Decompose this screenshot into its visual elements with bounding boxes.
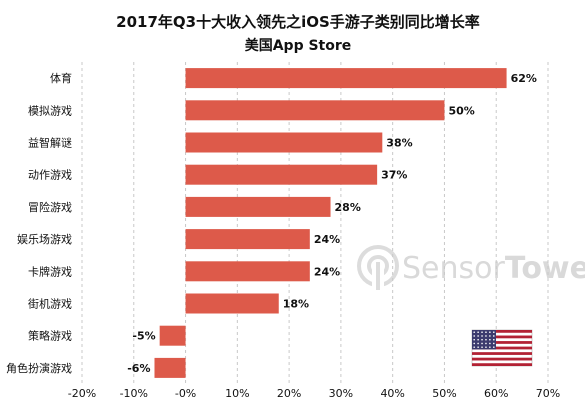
bar [185,293,279,314]
category-label: 角色扮演游戏 [6,361,72,375]
bar-value-label: 38% [386,137,412,150]
x-tick-label: -10% [120,387,148,400]
category-label: 体育 [50,71,72,85]
category-label: 益智解谜 [28,136,72,150]
bar-value-label: 18% [283,298,309,311]
category-label: 动作游戏 [28,169,72,182]
bar-value-label: 28% [335,201,361,214]
bar [185,132,383,153]
bar-value-label: 37% [381,169,407,182]
x-tick-label: 30% [329,387,353,400]
bar-value-label: 24% [314,265,340,278]
x-tick-label: 50% [432,387,456,400]
bar [159,325,186,346]
x-tick-label: 40% [380,387,404,400]
x-tick-label: -20% [68,387,96,400]
bars [154,68,507,378]
bar-value-label: -6% [127,362,150,375]
sensor-tower-logo-icon [357,245,399,290]
bar-value-label: 24% [314,233,340,246]
category-label: 策略游戏 [28,329,72,343]
x-axis-ticks: -20% -10% -0% 10% 20% 30% 40% 50% 60% 70% [68,387,560,400]
watermark-text-tower: Tower [505,251,585,286]
bar [185,68,507,89]
category-label: 街机游戏 [28,297,72,311]
bar [185,261,310,282]
us-flag-icon [471,329,533,367]
value-labels: 62% 50% 38% 37% 28% 24% 24% 18% -5% -6% [127,72,537,375]
category-label: 冒险游戏 [28,200,72,214]
bar [185,100,445,121]
x-tick-label: -0% [175,387,196,400]
svg-text:SensorTower: SensorTower [402,251,585,286]
bar-value-label: -5% [132,330,155,343]
watermark-text-sensor: Sensor [402,251,505,286]
x-tick-label: 20% [277,387,301,400]
bar-value-label: 50% [448,104,474,117]
chart-subtitle: 美国App Store [245,37,352,54]
bar [154,357,186,378]
category-label: 模拟游戏 [28,103,72,117]
bar [185,229,310,250]
x-tick-label: 10% [225,387,249,400]
x-tick-label: 70% [536,387,560,400]
sensor-tower-watermark: SensorTower [357,245,585,290]
bar [185,164,378,185]
chart-title: 2017年Q3十大收入领先之iOS手游子类别同比增长率 [116,13,480,31]
x-tick-label: 60% [484,387,508,400]
bar [185,196,331,217]
category-label: 卡牌游戏 [28,264,72,278]
category-label: 娱乐场游戏 [17,232,72,246]
bar-value-label: 62% [511,72,537,85]
category-labels: 体育模拟游戏益智解谜动作游戏冒险游戏娱乐场游戏卡牌游戏街机游戏策略游戏角色扮演游… [6,71,72,375]
